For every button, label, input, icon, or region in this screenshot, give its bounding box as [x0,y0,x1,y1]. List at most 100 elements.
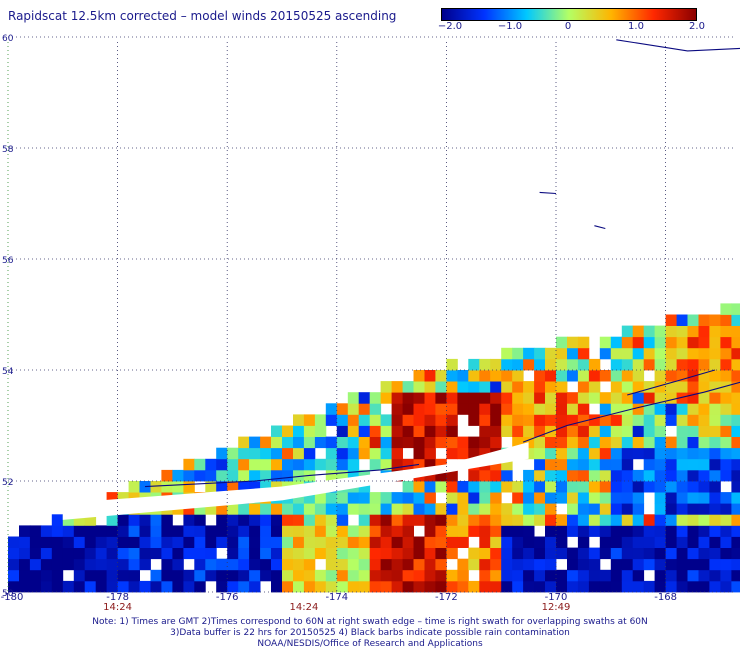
wind-difference-cell [731,469,740,482]
wind-difference-cell [731,503,740,515]
chart-title: Rapidscat 12.5km corrected – model winds… [8,9,397,23]
wind-difference-cell [95,525,108,537]
wind-difference-cell [698,580,710,593]
wind-difference-cell [610,536,623,548]
wind-difference-cell [676,458,688,471]
wind-difference-cell [501,458,513,471]
wind-difference-cell [380,503,392,515]
wind-difference-cell [567,436,579,449]
wind-difference-cell [654,325,666,338]
wind-difference-cell [446,370,458,382]
wind-difference-cell [676,558,688,571]
wind-difference-cell [654,536,666,548]
wind-difference-cell [523,536,535,548]
wind-difference-cell [567,558,579,571]
wind-difference-cell [610,358,623,371]
wind-difference-cell [621,492,634,504]
wind-difference-cell [424,536,436,548]
wind-difference-cell [303,492,316,504]
wind-difference-cell [479,492,491,504]
wind-difference-cell [238,569,250,582]
wind-difference-cell [654,580,666,593]
wind-difference-cell [490,547,502,560]
wind-difference-cell [599,536,612,548]
wind-difference-cell [731,425,740,437]
wind-difference-cell [183,503,195,515]
wind-difference-cell [325,569,338,582]
wind-difference-cell [238,525,250,537]
wind-difference-cell [413,547,425,560]
wind-difference-cell [720,403,732,415]
wind-difference-cell [249,547,261,560]
wind-difference-cell [369,458,382,471]
wind-difference-cell [479,436,491,449]
wind-difference-cell [720,503,732,515]
wind-difference-cell [577,358,590,371]
wind-difference-cell [643,458,656,471]
wind-difference-cell [446,392,458,404]
wind-difference-cell [358,414,371,426]
wind-difference-cell [424,425,436,437]
wind-difference-cell [621,347,634,360]
wind-difference-cell [303,458,316,471]
wind-difference-cell [468,403,480,415]
wind-difference-cell [698,558,710,571]
wind-difference-cell [632,425,645,437]
wind-difference-cell [314,580,327,593]
wind-difference-cell [632,469,645,482]
wind-difference-cell [282,503,294,515]
wind-difference-cell [435,536,447,548]
wind-difference-cell [260,514,272,526]
wind-difference-cell [534,458,546,471]
wind-difference-cell [336,558,349,571]
wind-difference-cell [720,314,732,326]
wind-difference-cell [336,492,349,504]
wind-difference-cell [687,492,699,504]
wind-difference-cell [599,458,612,471]
wind-difference-cell [577,436,590,449]
wind-difference-cell [632,370,645,382]
wind-difference-cell [347,536,360,548]
coastline [539,191,557,195]
wind-difference-cell [490,558,502,571]
wind-difference-cell [369,425,382,437]
wind-difference-cell [523,481,535,493]
wind-difference-cell [534,414,546,426]
wind-difference-cell [632,392,645,404]
wind-difference-cell [435,525,447,537]
wind-difference-cell [413,370,425,382]
wind-difference-cell [698,381,710,393]
wind-difference-cell [260,481,272,493]
wind-difference-cell [643,392,656,404]
wind-difference-cell [621,558,634,571]
wind-difference-cell [577,425,590,437]
wind-difference-cell [490,469,502,482]
x-tick-label: -180 [1,592,24,603]
wind-difference-cell [567,425,579,437]
wind-difference-cell [271,580,283,593]
wind-difference-cell [479,425,491,437]
wind-difference-cell [260,436,272,449]
wind-difference-cell [621,469,634,482]
wind-difference-cell [545,536,557,548]
wind-difference-cell [380,381,392,393]
wind-difference-cell [128,547,140,560]
wind-difference-cell [380,525,392,537]
wind-difference-cell [687,458,699,471]
wind-difference-cell [139,547,151,560]
wind-difference-cell [139,558,151,571]
wind-difference-cell [62,547,75,560]
wind-difference-cell [534,381,546,393]
wind-difference-cell [610,447,623,460]
wind-difference-cell [468,580,480,593]
wind-difference-cell [731,403,740,415]
wind-difference-cell [358,481,371,493]
wind-difference-cell [238,558,250,571]
wind-difference-cell [665,492,677,504]
wind-difference-cell [534,469,546,482]
wind-difference-cell [709,314,721,326]
wind-difference-cell [512,481,524,493]
wind-difference-cell [665,325,677,338]
wind-difference-cell [599,392,612,404]
wind-difference-cell [687,536,699,548]
